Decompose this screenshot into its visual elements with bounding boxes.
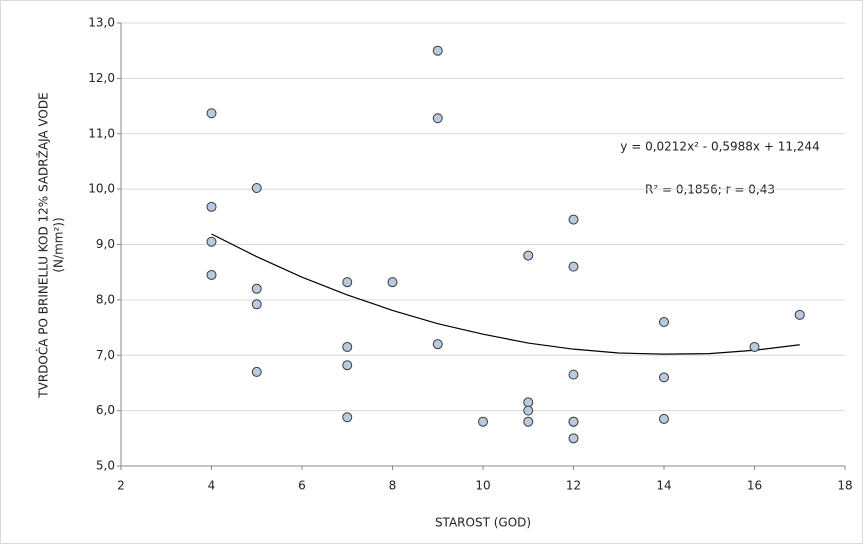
- data-point: [251, 366, 262, 377]
- y-tick-label: 10,0: [88, 182, 115, 196]
- data-point: [523, 250, 534, 261]
- y-axis-label: TVRDOĆA PO BRINELLU KOD 12% SADRŽAJA VOD…: [36, 92, 51, 398]
- equation-annotation: y = 0,0212x² - 0,5988x + 11,244: [620, 140, 819, 154]
- y-axis-label: (N/mm²)): [52, 217, 66, 272]
- data-point: [749, 341, 760, 352]
- x-tick-label: 16: [747, 479, 762, 493]
- x-axis-label: STAROST (GOD): [435, 516, 531, 530]
- x-tick-label: 6: [298, 479, 306, 493]
- y-tick-label: 6,0: [96, 403, 115, 417]
- data-point: [206, 236, 217, 247]
- data-point: [794, 309, 805, 320]
- y-tick-label: 13,0: [88, 16, 115, 30]
- data-point: [659, 372, 669, 383]
- y-tick-label: 8,0: [96, 292, 115, 306]
- data-point: [568, 369, 579, 380]
- data-point: [568, 261, 579, 272]
- x-tick-label: 14: [656, 479, 671, 493]
- data-point: [206, 108, 217, 119]
- data-point: [206, 201, 217, 212]
- data-point: [432, 113, 443, 124]
- data-point: [432, 45, 443, 56]
- data-point: [523, 416, 534, 427]
- x-tick-label: 10: [475, 479, 490, 493]
- y-tick-label: 11,0: [88, 126, 115, 140]
- trendline: [211, 233, 800, 355]
- x-tick-label: 12: [566, 479, 581, 493]
- data-point: [568, 416, 579, 427]
- y-tick-label: 9,0: [96, 237, 115, 251]
- data-point: [387, 277, 398, 288]
- data-point: [342, 412, 353, 423]
- y-tick-label: 7,0: [96, 348, 115, 362]
- data-point: [251, 183, 262, 194]
- data-point: [342, 360, 353, 371]
- data-point: [251, 283, 262, 294]
- data-point: [432, 339, 443, 350]
- x-tick-label: 8: [389, 479, 397, 493]
- x-tick-label: 4: [208, 479, 216, 493]
- data-point: [659, 413, 669, 424]
- y-tick-label: 12,0: [88, 71, 115, 85]
- data-point: [568, 214, 579, 225]
- data-point: [342, 341, 353, 352]
- data-point: [523, 397, 534, 408]
- data-point: [342, 277, 353, 288]
- data-point: [568, 433, 579, 444]
- data-point: [523, 405, 534, 416]
- data-point: [478, 416, 488, 427]
- x-tick-label: 2: [117, 479, 125, 493]
- x-tick-label: 18: [837, 479, 852, 493]
- data-point: [659, 317, 669, 328]
- data-point: [206, 269, 217, 280]
- data-point: [251, 299, 262, 310]
- y-tick-label: 5,0: [96, 459, 115, 473]
